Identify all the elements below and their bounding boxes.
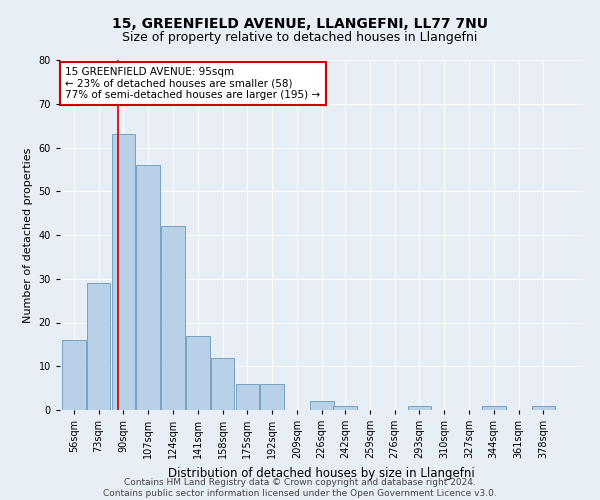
Text: 15, GREENFIELD AVENUE, LLANGEFNI, LL77 7NU: 15, GREENFIELD AVENUE, LLANGEFNI, LL77 7…	[112, 18, 488, 32]
Bar	[161, 226, 185, 410]
Bar	[186, 336, 209, 410]
Bar	[87, 283, 110, 410]
Bar	[532, 406, 555, 410]
Text: Size of property relative to detached houses in Llangefni: Size of property relative to detached ho…	[122, 31, 478, 44]
Bar	[112, 134, 135, 410]
Text: Contains HM Land Registry data © Crown copyright and database right 2024.
Contai: Contains HM Land Registry data © Crown c…	[103, 478, 497, 498]
Bar	[310, 401, 334, 410]
Bar	[136, 165, 160, 410]
Bar	[333, 406, 357, 410]
Bar	[482, 406, 506, 410]
Bar	[236, 384, 259, 410]
Text: 15 GREENFIELD AVENUE: 95sqm
← 23% of detached houses are smaller (58)
77% of sem: 15 GREENFIELD AVENUE: 95sqm ← 23% of det…	[65, 67, 320, 100]
Bar	[407, 406, 431, 410]
Bar	[260, 384, 284, 410]
X-axis label: Distribution of detached houses by size in Llangefni: Distribution of detached houses by size …	[167, 466, 475, 479]
Bar	[62, 340, 86, 410]
Bar	[211, 358, 235, 410]
Y-axis label: Number of detached properties: Number of detached properties	[23, 148, 33, 322]
